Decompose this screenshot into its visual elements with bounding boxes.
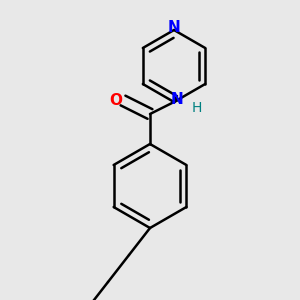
- Text: N: N: [168, 20, 180, 34]
- Text: N: N: [171, 92, 183, 106]
- Text: O: O: [109, 93, 122, 108]
- Text: H: H: [191, 101, 202, 115]
